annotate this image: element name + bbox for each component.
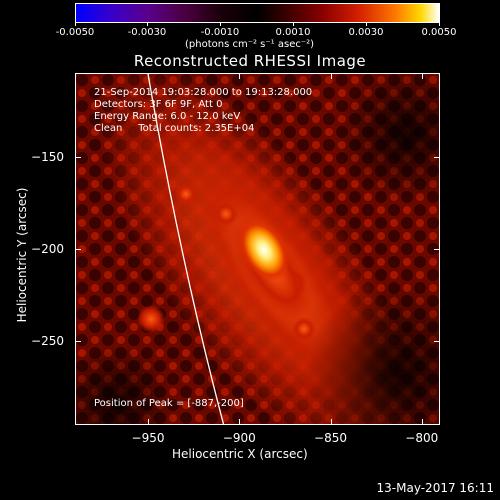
y-axis-label: Heliocentric Y (arcsec): [15, 187, 29, 323]
image-title: Reconstructed RHESSI Image: [133, 52, 367, 70]
x-tick-label: −900: [222, 431, 256, 445]
y-tick-label: −250: [31, 333, 64, 348]
x-tick-label: −950: [131, 431, 165, 445]
x-tick-mark: [239, 419, 241, 425]
colorbar-units: (photons cm⁻² s⁻¹ asec⁻²): [185, 39, 315, 50]
x-tick-mark: [148, 73, 149, 79]
colorbar-tick: [75, 22, 76, 26]
peak-position-label: Position of Peak = [-887,-200]: [94, 398, 244, 409]
y-tick-label: −200: [31, 242, 64, 256]
solar-limb-line: [147, 74, 225, 424]
detectors-label: Detectors: 3F 6F 9F, Att 0: [94, 99, 223, 110]
colorbar-tick-label: -0.0010: [200, 27, 240, 38]
y-tick-mark: [434, 340, 440, 342]
x-tick-label: −850: [314, 431, 347, 445]
x-tick-mark: [239, 73, 241, 79]
colorbar-tick: [439, 22, 440, 26]
time-range-label: 21-Sep-2014 19:03:28.000 to 19:13:28.000: [94, 87, 313, 98]
y-tick-label: −150: [31, 150, 64, 165]
x-tick-mark: [421, 419, 423, 425]
colorbar-tick-label: 0.0050: [421, 27, 457, 38]
colorbar-tick-label: -0.0050: [55, 27, 95, 38]
colorbar-tick: [220, 22, 221, 26]
y-tick-mark: [75, 340, 81, 342]
peak-spot: [231, 218, 313, 322]
colorbar-tick-label: 0.0030: [348, 27, 384, 38]
colorbar-tick-label: 0.0010: [275, 27, 311, 38]
solar-image: 21-Sep-2014 19:03:28.000 to 19:13:28.000…: [75, 73, 440, 425]
x-tick-label: −800: [405, 431, 439, 445]
colorbar-tick: [366, 22, 367, 26]
colorbar-tick: [147, 22, 148, 26]
y-tick-mark: [434, 249, 440, 250]
x-tick-mark: [148, 419, 149, 425]
x-axis-label: Heliocentric X (arcsec): [172, 447, 308, 461]
x-tick-mark: [330, 73, 332, 79]
x-tick-mark: [330, 419, 332, 425]
y-tick-mark: [75, 157, 81, 159]
colorbar-tick-label: -0.0030: [127, 27, 167, 38]
x-tick-mark: [421, 73, 423, 79]
solar-image-canvas: [76, 74, 439, 424]
y-tick-mark: [75, 249, 81, 250]
energy-range-label: Energy Range: 6.0 - 12.0 keV: [94, 111, 241, 122]
y-tick-mark: [434, 157, 440, 159]
date-stamp: 13-May-2017 16:11: [376, 481, 494, 495]
colorbar-tick: [293, 22, 294, 26]
clean-counts-label: Clean Total counts: 2.35E+04: [94, 123, 255, 134]
colorbar: [75, 3, 440, 23]
peak-core: [238, 218, 290, 282]
